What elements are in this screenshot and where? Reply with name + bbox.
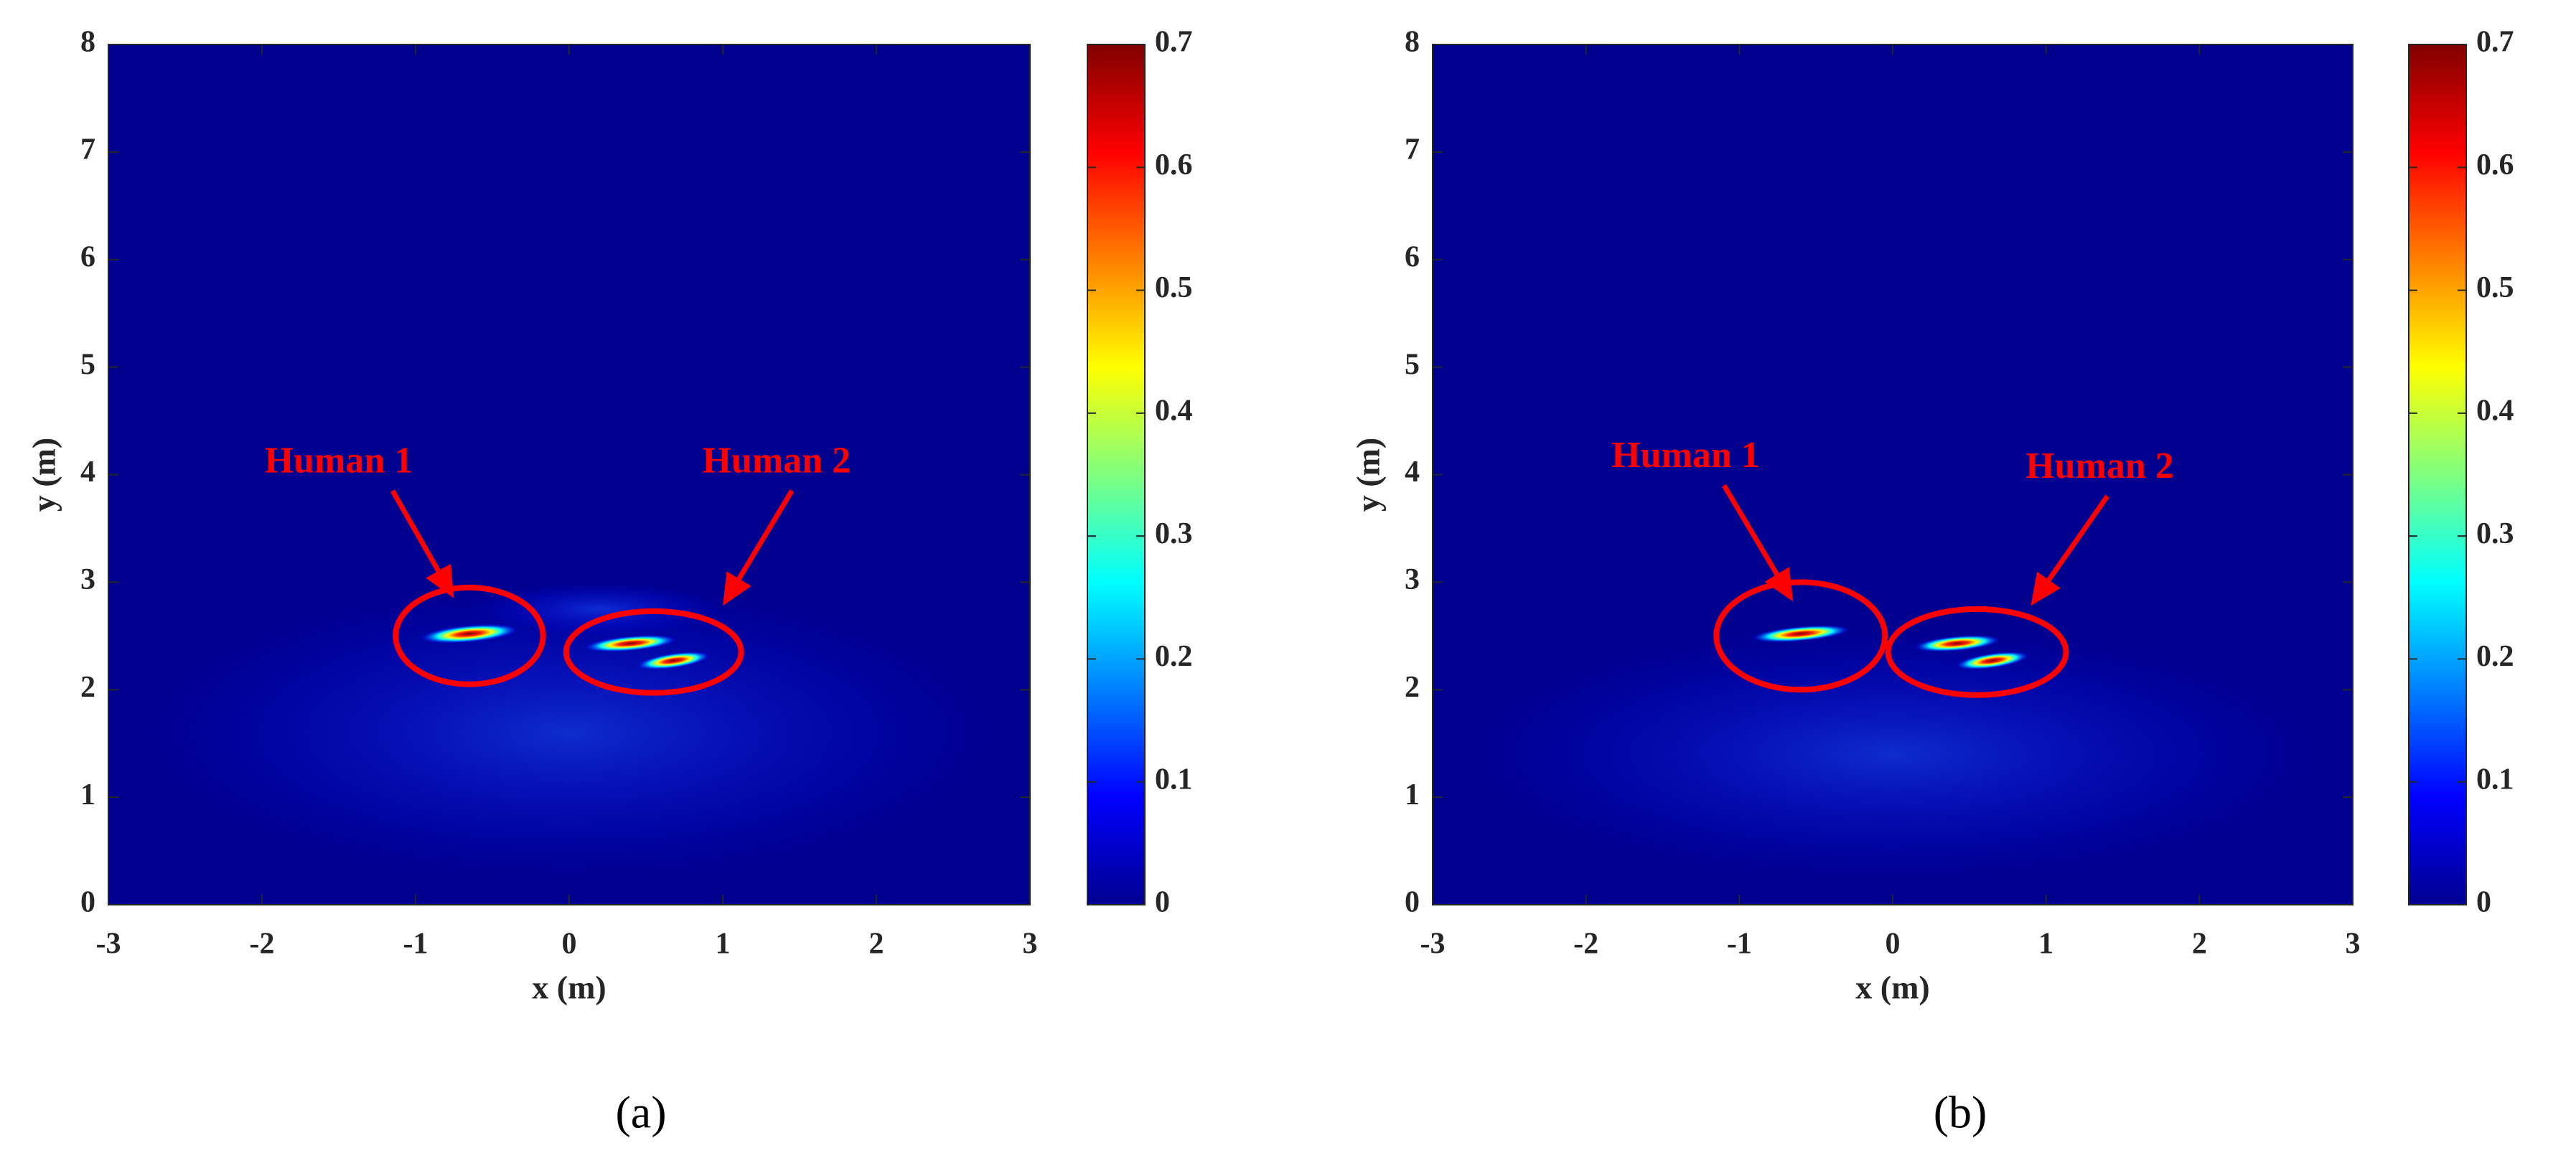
x-tick-label: -3 <box>1420 928 1446 961</box>
colorbar-tick-label: 0.3 <box>1155 517 1193 550</box>
x-tick-label: 1 <box>2038 928 2053 961</box>
annotation-arrow <box>390 489 441 573</box>
annotation-ellipse <box>563 608 744 696</box>
heatmap-hotspot <box>420 623 519 644</box>
x-tick-label: -3 <box>96 928 121 961</box>
annotation-ellipse <box>393 584 546 687</box>
colorbar-tick-label: 0.5 <box>2476 271 2514 304</box>
y-tick-label: 0 <box>1405 886 1420 919</box>
y-tick-label: 7 <box>80 133 95 166</box>
colorbar-tick-label: 0.2 <box>1155 640 1193 673</box>
annotation-ellipse <box>1885 606 2069 698</box>
y-tick-label: 6 <box>1405 240 1420 273</box>
heatmap-image <box>1463 625 2323 884</box>
heatmap-glow <box>139 582 1000 884</box>
y-tick-label: 5 <box>1405 348 1420 381</box>
y-axis-label: y (m) <box>26 438 62 512</box>
x-tick-label: 0 <box>1886 928 1901 961</box>
y-axis-label: y (m) <box>1350 438 1387 512</box>
x-tick-label: 2 <box>869 928 884 961</box>
annotation-arrowhead <box>2031 571 2061 606</box>
y-tick-label: 2 <box>1405 671 1420 704</box>
y-tick-label: 7 <box>1405 133 1420 166</box>
x-tick-label: 1 <box>716 928 731 961</box>
colorbar-tick-label: 0 <box>2476 886 2491 919</box>
colorbar-tick-label: 0.4 <box>1155 394 1193 427</box>
heatmap-hotspot <box>1914 635 2000 652</box>
x-tick-label: 3 <box>2346 928 2361 961</box>
y-tick-label: 8 <box>80 26 95 59</box>
y-tick-label: 1 <box>80 778 95 811</box>
caption: (a) <box>615 1087 666 1138</box>
x-tick-label: -1 <box>1727 928 1752 961</box>
heatmap-hotspot <box>1751 625 1850 643</box>
colorbar-tick-label: 0.1 <box>1155 763 1193 796</box>
y-tick-label: 5 <box>80 348 95 381</box>
y-tick-label: 4 <box>80 456 95 489</box>
colorbar-tick-label: 0.6 <box>1155 149 1193 182</box>
y-tick-label: 3 <box>1405 563 1420 596</box>
y-tick-label: 1 <box>1405 778 1420 811</box>
heatmap-image <box>139 582 1000 884</box>
x-tick-label: -2 <box>1573 928 1598 961</box>
panel: -3 -2 -1 0 1 2 3 0 1 2 3 4 5 6 7 8 x (m) y (m) Human 1 Huma… <box>1350 26 2514 1138</box>
annotation-arrowhead <box>723 571 751 606</box>
panel: -3 -2 -1 0 1 2 3 0 1 2 3 4 5 6 7 8 x (m) y (m) Human 1 Huma… <box>26 26 1193 1138</box>
colorbar <box>1087 44 1146 905</box>
x-tick-label: -2 <box>250 928 275 961</box>
x-tick-label: 3 <box>1023 928 1038 961</box>
y-tick-label: 0 <box>80 886 95 919</box>
axes-box <box>1432 44 2353 905</box>
annotation: Human 1 <box>1611 435 1760 476</box>
colorbar-tick-label: 0.1 <box>2476 763 2514 796</box>
x-tick-label: 2 <box>2192 928 2207 961</box>
colorbar <box>2408 44 2467 905</box>
colorbar-tick-label: 0.7 <box>1155 26 1193 59</box>
heatmap-hotspot <box>584 634 677 652</box>
x-axis-label: x (m) <box>532 969 606 1006</box>
colorbar-tick-label: 0.5 <box>1155 271 1193 304</box>
axes-box <box>108 44 1031 905</box>
y-tick-label: 4 <box>1405 456 1420 489</box>
caption: (b) <box>1934 1087 1987 1138</box>
heatmap-glow <box>1463 625 2323 884</box>
annotation-arrow <box>2046 494 2110 582</box>
colorbar-tick-label: 0.7 <box>2476 26 2514 59</box>
x-tick-label: 0 <box>562 928 577 961</box>
heatmap-hotspot <box>1956 651 2029 670</box>
y-tick-label: 8 <box>1405 26 1420 59</box>
colorbar-tick-label: 0.3 <box>2476 517 2514 550</box>
annotation: Human 2 <box>2025 446 2174 486</box>
annotation: Human 2 <box>703 440 851 481</box>
heatmap-hotspot <box>637 651 711 670</box>
annotation-arrow <box>736 489 795 580</box>
colorbar-tick-label: 0.6 <box>2476 149 2514 182</box>
x-axis-label: x (m) <box>1855 969 1929 1006</box>
y-tick-label: 6 <box>80 240 95 273</box>
colorbar-tick-label: 0.2 <box>2476 640 2514 673</box>
colorbar-tick-label: 0 <box>1155 886 1170 919</box>
y-tick-label: 2 <box>80 671 95 704</box>
annotation: Human 1 <box>265 440 413 481</box>
y-tick-label: 3 <box>80 563 95 596</box>
annotation-arrow <box>1721 484 1779 576</box>
x-tick-label: -1 <box>403 928 428 961</box>
annotation-ellipse <box>1713 579 1888 693</box>
colorbar-tick-label: 0.4 <box>2476 394 2514 427</box>
